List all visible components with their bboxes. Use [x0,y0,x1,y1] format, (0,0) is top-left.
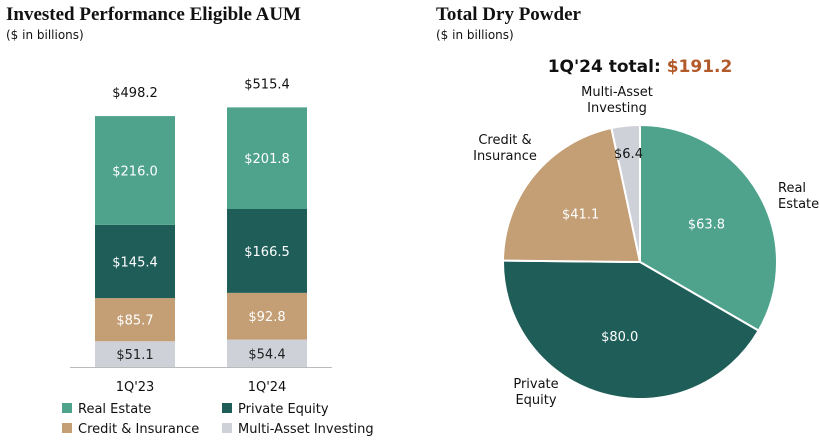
bar-segment [95,341,175,367]
bar-data-label: $166.5 [244,245,290,260]
bar-data-label: $201.8 [244,152,290,167]
pie-data-label: $80.0 [601,330,638,345]
bar-data-label: $145.4 [112,255,158,270]
bar-segment [227,292,307,340]
pie-category-label: Credit & [478,133,531,148]
pie-total-value: $191.2 [667,57,733,77]
pie-chart-subtitle: ($ in billions) [436,28,514,42]
bar-segment [95,116,175,225]
pie-category-label: Real [778,181,806,196]
bar-total-label: $498.2 [112,86,158,101]
bar-data-label: $51.1 [116,348,153,363]
pie-slice [610,123,641,263]
bar-segment [95,224,175,299]
pie-data-label: $63.8 [688,218,725,233]
pie-category-label: Investing [587,101,647,116]
pie-category-label: Private [513,377,558,392]
pie-chart-title: Total Dry Powder [436,4,582,25]
legend-label: Private Equity [238,402,329,417]
pie-data-label: $6.4 [614,147,643,162]
pie-slice [639,123,778,332]
bar-data-label: $54.4 [248,347,285,362]
bar-data-label: $216.0 [112,164,158,179]
legend-swatch [222,403,232,413]
pie-category-label: Insurance [473,149,537,164]
pie-slice [502,259,760,400]
pie-category-label: Estate [778,197,819,212]
pie-category-label: Equity [515,393,556,408]
bar-chart-subtitle: ($ in billions) [6,28,84,42]
bar-chart: $51.1 $85.7 $145.4 $216.0 $498.2 1Q'23 $54.4 $9… [70,77,332,395]
bar-total-label: $515.4 [244,77,290,92]
bar-segment [227,107,307,210]
bar-chart-title: Invested Performance Eligible AUM [6,4,301,25]
legend-label: Multi-Asset Investing [238,422,374,437]
pie-slice [501,126,642,264]
legend-label: Real Estate [78,402,151,417]
pie-total-label: 1Q'24 total: [548,57,667,77]
bar-segment [227,339,307,367]
pie-total: 1Q'24 total: $191.2 [548,57,733,77]
bar-segment [227,209,307,293]
bar-data-label: $92.8 [248,310,285,325]
x-tick-label: 1Q'23 [116,380,155,395]
bar-segment [95,298,175,342]
x-tick-label: 1Q'24 [248,380,287,395]
pie-category-label: Multi-Asset [581,85,653,100]
legend-swatch [62,403,72,413]
bar-data-label: $85.7 [116,314,153,329]
legend-swatch [62,423,72,433]
legend-label: Credit & Insurance [78,422,199,437]
bar-chart-legend: Real Estate Private Equity Credit & Insura… [62,402,374,437]
legend-swatch [222,423,232,433]
pie-data-label: $41.1 [562,207,599,222]
